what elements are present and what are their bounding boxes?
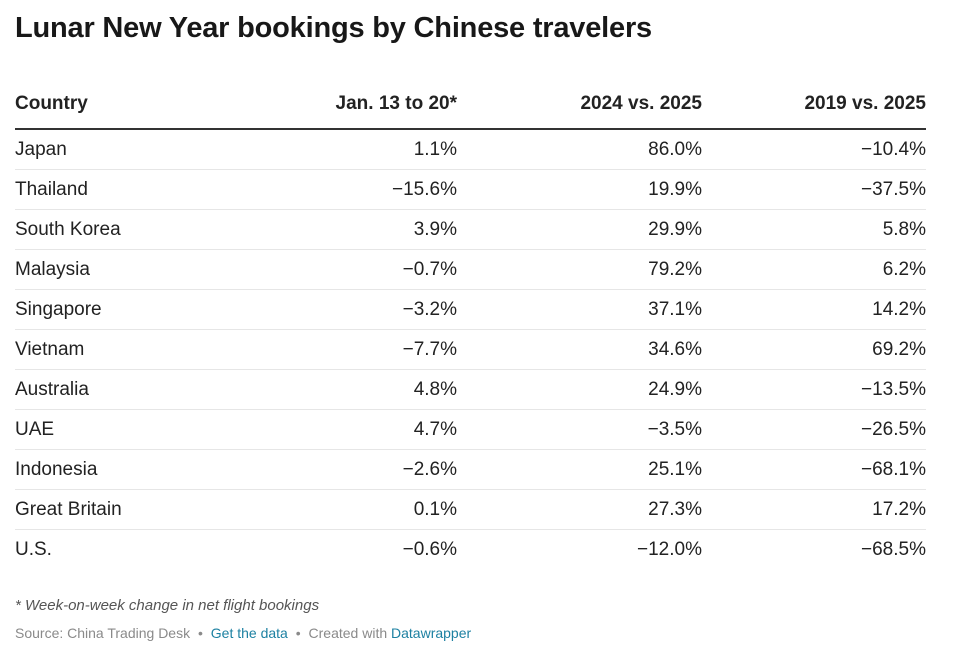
table-row: Indonesia −2.6% 25.1% −68.1%	[15, 450, 926, 490]
column-header[interactable]: 2019 vs. 2025	[804, 93, 926, 114]
country-cell: Japan	[15, 138, 67, 160]
country-cell: Great Britain	[15, 498, 122, 520]
value-cell: 4.7%	[413, 418, 457, 440]
table-row: Vietnam −7.7% 34.6% 69.2%	[15, 330, 926, 370]
created-with-text: Created with	[308, 625, 388, 641]
country-cell: South Korea	[15, 218, 121, 240]
column-header[interactable]: Jan. 13 to 20*	[335, 93, 457, 114]
table-row: Thailand −15.6% 19.9% −37.5%	[15, 170, 926, 210]
column-header[interactable]: 2024 vs. 2025	[580, 93, 702, 114]
table-row: UAE 4.7% −3.5% −26.5%	[15, 410, 926, 450]
value-cell: 1.1%	[413, 138, 457, 160]
country-cell: Australia	[15, 378, 89, 400]
source-line: Source: China Trading Desk • Get the dat…	[15, 625, 471, 641]
value-cell: 0.1%	[413, 498, 457, 520]
value-cell: 19.9%	[648, 178, 702, 200]
value-cell: −68.1%	[861, 458, 926, 480]
value-cell: 17.2%	[872, 498, 926, 520]
value-cell: 25.1%	[648, 458, 702, 480]
footnote: * Week-on-week change in net flight book…	[15, 597, 320, 614]
get-data-link[interactable]: Get the data	[210, 625, 288, 641]
value-cell: 14.2%	[872, 298, 926, 320]
value-cell: 29.9%	[648, 218, 702, 240]
separator-dot: •	[295, 625, 301, 641]
value-cell: −0.6%	[402, 538, 457, 560]
table-row: Great Britain 0.1% 27.3% 17.2%	[15, 490, 926, 530]
table-row: Malaysia −0.7% 79.2% 6.2%	[15, 250, 926, 290]
value-cell: 34.6%	[648, 338, 702, 360]
source-text: Source: China Trading Desk	[15, 625, 191, 641]
value-cell: 24.9%	[648, 378, 702, 400]
value-cell: −15.6%	[392, 178, 457, 200]
value-cell: −12.0%	[637, 538, 702, 560]
table-row: Australia 4.8% 24.9% −13.5%	[15, 370, 926, 410]
table-row: South Korea 3.9% 29.9% 5.8%	[15, 210, 926, 250]
country-cell: UAE	[15, 418, 55, 440]
datawrapper-link[interactable]: Datawrapper	[391, 625, 472, 641]
value-cell: 79.2%	[648, 258, 702, 280]
value-cell: −26.5%	[861, 418, 926, 440]
data-table: Country Jan. 13 to 20* 2024 vs. 2025 201…	[15, 80, 926, 569]
value-cell: −37.5%	[861, 178, 926, 200]
value-cell: 86.0%	[648, 138, 702, 160]
separator-dot: •	[197, 625, 203, 641]
value-cell: −7.7%	[402, 338, 457, 360]
country-cell: Thailand	[15, 178, 88, 200]
value-cell: 37.1%	[648, 298, 702, 320]
value-cell: 69.2%	[872, 338, 926, 360]
value-cell: −3.2%	[402, 298, 457, 320]
country-cell: Malaysia	[15, 258, 90, 280]
value-cell: 6.2%	[882, 258, 926, 280]
country-cell: U.S.	[15, 538, 52, 560]
table-row: Japan 1.1% 86.0% −10.4%	[15, 130, 926, 170]
country-cell: Indonesia	[15, 458, 98, 480]
value-cell: −0.7%	[402, 258, 457, 280]
value-cell: −3.5%	[647, 418, 702, 440]
value-cell: 3.9%	[413, 218, 457, 240]
column-header[interactable]: Country	[15, 93, 88, 114]
value-cell: 5.8%	[882, 218, 926, 240]
value-cell: 27.3%	[648, 498, 702, 520]
country-cell: Vietnam	[15, 338, 85, 360]
country-cell: Singapore	[15, 298, 102, 320]
table-row: U.S. −0.6% −12.0% −68.5%	[15, 530, 926, 569]
table-row: Singapore −3.2% 37.1% 14.2%	[15, 290, 926, 330]
table-header: Country Jan. 13 to 20* 2024 vs. 2025 201…	[15, 80, 926, 130]
chart-title: Lunar New Year bookings by Chinese trave…	[15, 12, 652, 44]
value-cell: −2.6%	[402, 458, 457, 480]
value-cell: −13.5%	[861, 378, 926, 400]
value-cell: −10.4%	[861, 138, 926, 160]
value-cell: −68.5%	[861, 538, 926, 560]
table-body: Japan 1.1% 86.0% −10.4% Thailand −15.6% 19.9% −…	[15, 130, 926, 569]
value-cell: 4.8%	[413, 378, 457, 400]
